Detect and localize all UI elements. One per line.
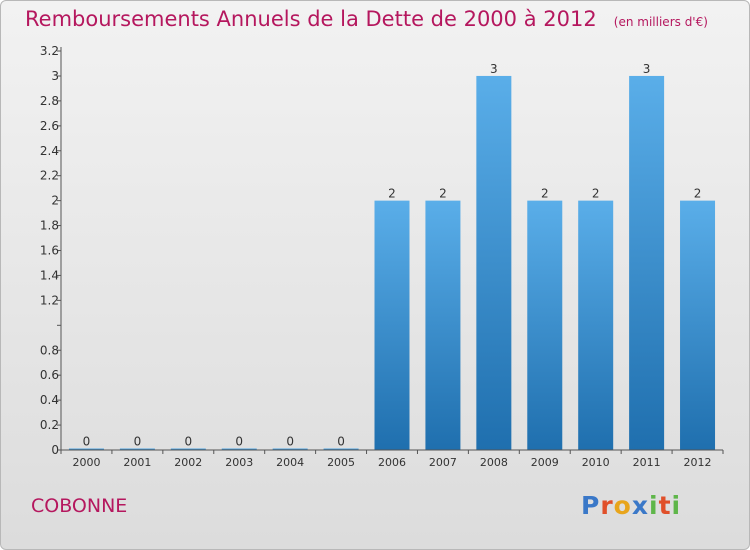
- y-tick-label: 1.8: [40, 219, 59, 233]
- data-labels: 0 0 0 0 0 0 2 2 3 2 2 3 2: [83, 62, 702, 449]
- y-tick-label: 0.6: [40, 368, 59, 382]
- bar-2002: [170, 448, 206, 450]
- logo-letter: t: [658, 491, 672, 520]
- x-axis: 2000 2001 2002 2003 2004 2005 2006 2007 2008 2009…: [60, 449, 724, 469]
- x-tick-label-2001: 2001: [123, 456, 151, 469]
- x-tick-label-2009: 2009: [531, 456, 559, 469]
- y-tick-label: 0.8: [40, 343, 59, 357]
- x-tick-label-2002: 2002: [174, 456, 202, 469]
- x-tick-label-2004: 2004: [276, 456, 304, 469]
- data-label-2009: 2: [541, 187, 549, 201]
- bars: [68, 75, 716, 450]
- data-label-2011: 3: [643, 62, 651, 76]
- x-tick-label-2010: 2010: [582, 456, 610, 469]
- place-name: COBONNE: [31, 495, 128, 517]
- x-tick-label-2000: 2000: [72, 456, 100, 469]
- data-label-2007: 2: [439, 187, 447, 201]
- bar-2011: [629, 75, 665, 450]
- unit-note: (en milliers d'€): [613, 15, 708, 29]
- y-tick-label: 2.4: [40, 144, 59, 158]
- y-axis: 0 0.2 0.4 0.6 0.8 1.2 1.4 1.6 1.8 2 2.2 2.4 2.6 2.8 3 3…: [40, 44, 62, 457]
- logo-letter: x: [631, 491, 649, 520]
- data-label-2006: 2: [388, 187, 396, 201]
- bar-2009: [527, 200, 563, 450]
- logo-letter: i: [671, 491, 682, 520]
- y-tick-label: 2.6: [40, 119, 59, 133]
- data-label-2001: 0: [134, 435, 142, 449]
- y-tick-label: 3.2: [40, 44, 59, 58]
- data-label-2010: 2: [592, 187, 600, 201]
- x-tick-label-2012: 2012: [684, 456, 712, 469]
- data-label-2005: 0: [337, 435, 345, 449]
- proxiti-logo: Proxiti: [581, 491, 681, 520]
- bar-2010: [578, 200, 614, 450]
- bar-2004: [272, 448, 308, 450]
- bar-2000: [68, 448, 104, 450]
- data-label-2000: 0: [83, 435, 91, 449]
- bar-2008: [476, 75, 512, 450]
- y-tick-label: 1.6: [40, 244, 59, 258]
- x-tick-label-2007: 2007: [429, 456, 457, 469]
- data-label-2008: 3: [490, 62, 498, 76]
- chart-title: Remboursements Annuels de la Dette de 20…: [25, 7, 597, 31]
- y-tick-label: 2: [51, 194, 59, 208]
- x-tick-label-2008: 2008: [480, 456, 508, 469]
- x-tick-label-2005: 2005: [327, 456, 355, 469]
- y-tick-label: 3: [51, 69, 59, 83]
- data-label-2004: 0: [286, 435, 294, 449]
- logo-letter: P: [581, 491, 601, 520]
- logo-letter: i: [649, 491, 659, 520]
- logo-letter: r: [600, 491, 614, 520]
- y-tick-label: 2.8: [40, 94, 59, 108]
- y-tick-label: 1.2: [40, 293, 59, 307]
- y-tick-label: 0.2: [40, 418, 59, 432]
- logo-letter: o: [613, 491, 632, 520]
- y-tick-label: 0: [51, 443, 59, 457]
- data-label-2002: 0: [184, 435, 192, 449]
- x-tick-label-2003: 2003: [225, 456, 253, 469]
- bar-2003: [221, 448, 257, 450]
- bar-2007: [425, 200, 461, 450]
- data-label-2003: 0: [235, 435, 243, 449]
- bar-2001: [119, 448, 155, 450]
- data-label-2012: 2: [694, 187, 702, 201]
- y-tick-label: 0.4: [40, 393, 59, 407]
- title-row: Remboursements Annuels de la Dette de 20…: [25, 7, 708, 31]
- y-tick-label: 2.2: [40, 169, 59, 183]
- bar-2006: [374, 200, 410, 450]
- x-tick-label-2011: 2011: [633, 456, 661, 469]
- y-tick-label: 1.4: [40, 268, 59, 282]
- bar-2012: [680, 200, 716, 450]
- bar-2005: [323, 448, 359, 450]
- x-tick-label-2006: 2006: [378, 456, 406, 469]
